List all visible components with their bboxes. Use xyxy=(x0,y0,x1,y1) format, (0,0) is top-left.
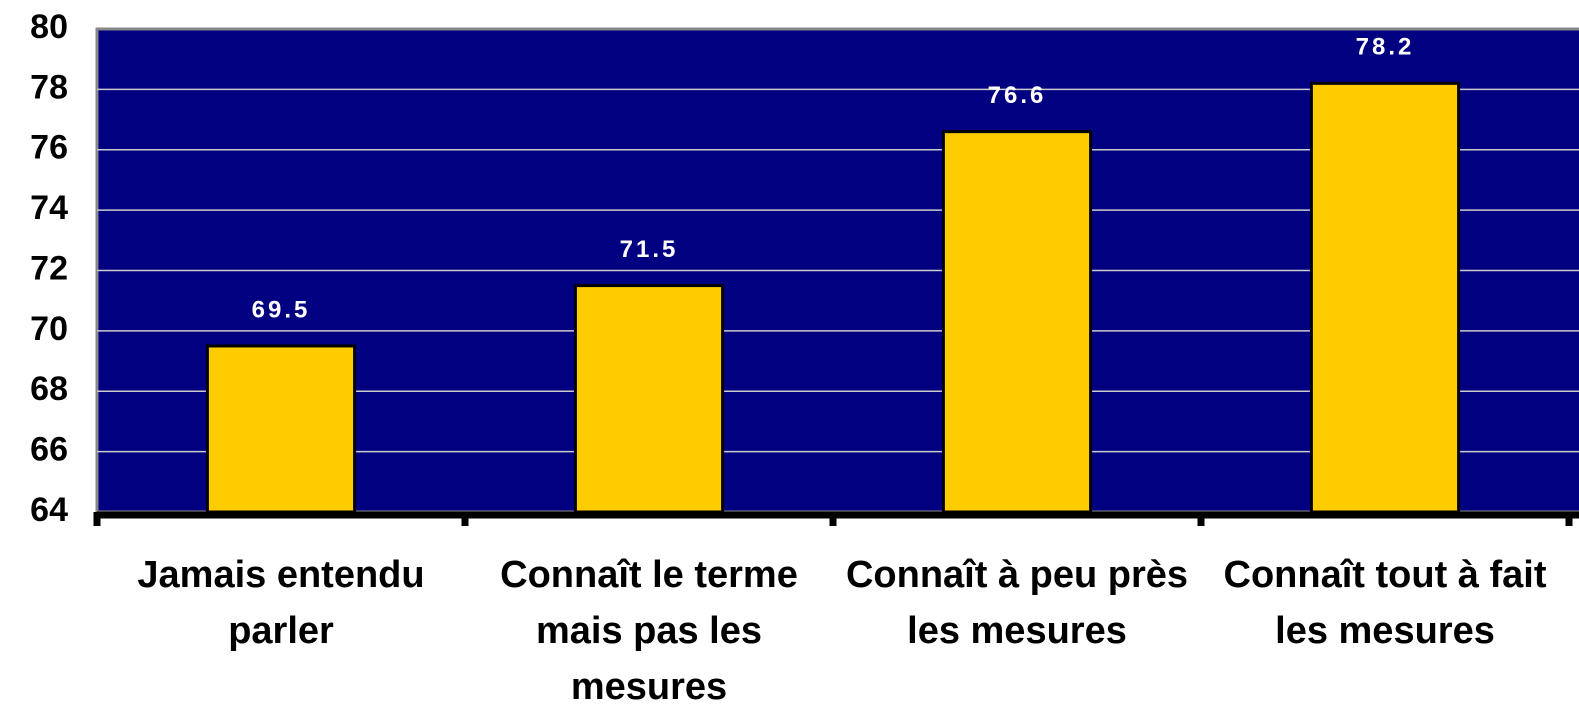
y-tick-label: 74 xyxy=(30,189,68,227)
y-tick-label: 68 xyxy=(30,370,68,408)
bar xyxy=(573,284,725,514)
value-label: 69.5 xyxy=(252,296,311,323)
value-label: 71.5 xyxy=(620,236,679,263)
x-tick-label: Connaît le terme mais pas les mesures xyxy=(500,554,798,708)
value-label: 76.6 xyxy=(988,82,1047,109)
y-tick-label: 78 xyxy=(30,68,68,106)
value-label: 78.2 xyxy=(1356,34,1415,61)
y-tick-label: 64 xyxy=(30,491,68,529)
y-tick-label: 80 xyxy=(30,8,68,46)
bar xyxy=(941,130,1093,514)
x-tick-label: Jamais entendu parler xyxy=(137,554,425,652)
y-tick-label: 66 xyxy=(30,431,68,469)
y-tick-label: 70 xyxy=(30,310,68,348)
bar xyxy=(1309,81,1461,514)
x-tick-label: Connaît à peu près les mesures xyxy=(845,554,1189,652)
bar xyxy=(205,344,357,514)
x-tick-label: Connaît tout à fait les mesures xyxy=(1223,554,1547,652)
y-tick-label: 72 xyxy=(30,249,68,287)
y-tick-label: 76 xyxy=(30,129,68,167)
